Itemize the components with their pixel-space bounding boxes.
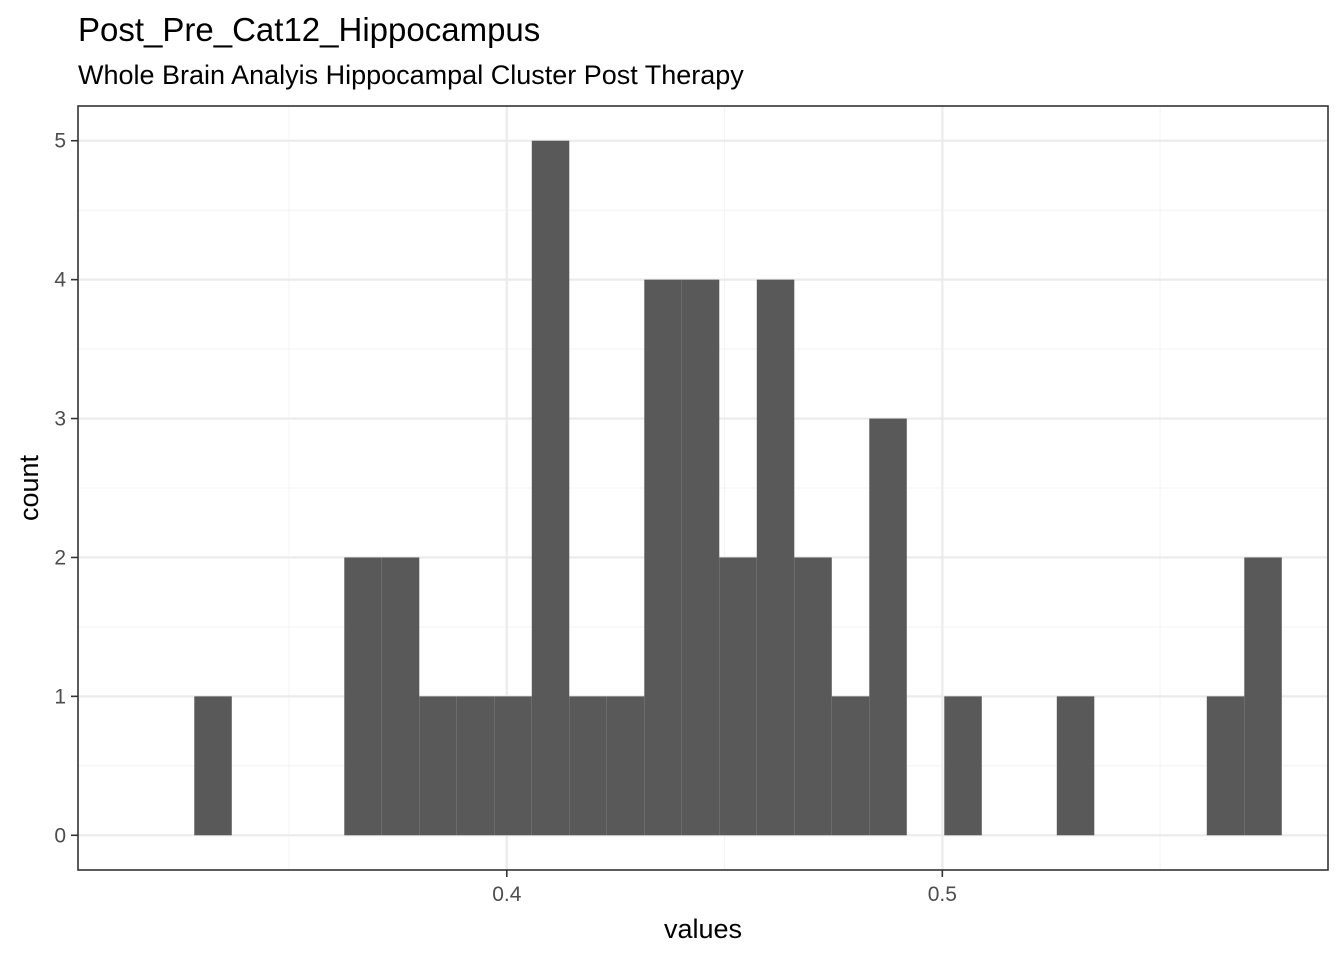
histogram-bar	[644, 279, 682, 836]
y-axis: 0 1 2 3 4 5	[54, 130, 78, 847]
histogram-bar	[344, 557, 382, 836]
histogram-bar	[1206, 696, 1245, 836]
histogram-bar	[1244, 557, 1282, 836]
histogram-bar	[531, 140, 570, 836]
y-tick-label: 1	[54, 685, 66, 708]
x-tick-label: 0.5	[928, 883, 957, 906]
histogram-bar	[944, 696, 982, 836]
histogram-bar	[719, 557, 757, 836]
histogram-bar	[869, 418, 907, 836]
y-tick-label: 0	[54, 824, 66, 847]
histogram-bar	[681, 279, 720, 836]
chart-subtitle: Whole Brain Analyis Hippocampal Cluster …	[78, 60, 744, 90]
histogram-bar	[381, 557, 420, 836]
histogram-bar	[1056, 696, 1095, 836]
panel-border	[77, 105, 1329, 871]
y-tick-label: 3	[54, 408, 66, 431]
chart-title: Post_Pre_Cat12_Hippocampus	[78, 11, 540, 48]
histogram-bar	[756, 279, 795, 836]
histogram-bar	[831, 696, 870, 836]
histogram-bar	[569, 696, 607, 836]
histogram-bar	[606, 696, 645, 836]
histogram-bar	[794, 557, 832, 836]
x-axis: 0.4 0.5	[492, 870, 957, 906]
histogram-bars	[194, 140, 1282, 836]
y-tick-label: 2	[54, 546, 66, 569]
x-axis-title: values	[664, 914, 742, 944]
histogram-bar	[494, 696, 532, 836]
x-tick-label: 0.4	[492, 883, 522, 906]
histogram-bar	[194, 696, 232, 836]
y-tick-label: 5	[54, 130, 66, 153]
y-axis-title: count	[14, 454, 44, 521]
y-tick-label: 4	[54, 269, 66, 292]
histogram-bar	[419, 696, 457, 836]
histogram-bar	[456, 696, 495, 836]
